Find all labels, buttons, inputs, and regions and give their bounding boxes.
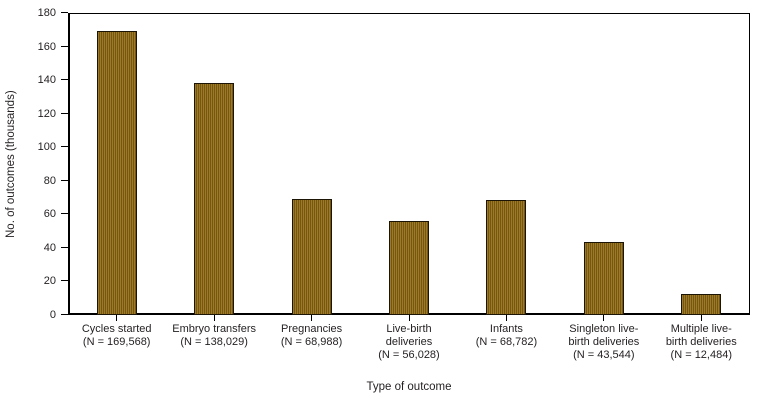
x-category-label-line: (N = 68,782) — [475, 336, 538, 348]
x-tick-mark — [603, 315, 605, 321]
x-category-label-line: (N = 138,029) — [180, 336, 248, 348]
bar-1 — [194, 83, 235, 315]
x-category-label: Infants (N = 68,782) — [451, 323, 561, 349]
y-tick-mark — [61, 79, 68, 81]
x-category-label: Singleton live-birth deliveries (N = 43,5… — [549, 323, 659, 362]
y-tick-label: 60 — [43, 208, 56, 221]
x-category-label-line: (N = 169,568) — [82, 336, 151, 348]
bar-6 — [681, 294, 722, 315]
x-category-label-line: deliveries — [385, 336, 433, 348]
y-tick-label: 120 — [37, 107, 56, 120]
y-tick-mark — [61, 213, 68, 215]
x-category-label: Multiple live-birth deliveries (N = 12,48… — [646, 323, 756, 362]
x-category-label: Embryo transfers (N = 138,029) — [159, 323, 269, 349]
x-category-label: Cycles started (N = 169,568) — [62, 323, 172, 349]
x-category-label-line: Singleton live- — [569, 323, 639, 335]
y-tick-label: 140 — [37, 74, 56, 87]
y-tick-label: 160 — [37, 40, 56, 53]
y-tick-mark — [61, 12, 68, 13]
x-category-label-line: Cycles started — [81, 323, 152, 335]
x-category-label-line: Live-birth — [386, 323, 432, 335]
bar-2 — [291, 199, 332, 315]
x-category-label: Pregnancies (N = 68,988) — [257, 323, 367, 349]
y-tick-label: 180 — [37, 7, 56, 19]
bar-5 — [583, 241, 624, 315]
y-tick-mark — [61, 112, 68, 114]
x-category-label-line: Embryo transfers — [172, 323, 257, 335]
x-category-label-line: (N = 12,484) — [670, 349, 732, 361]
x-tick-mark — [311, 315, 313, 321]
x-category-label-line: Multiple live- — [670, 323, 732, 335]
x-category-label: Live-birth deliveries (N = 56,028) — [354, 323, 464, 362]
y-tick-mark — [61, 246, 68, 248]
x-category-label-line: Infants — [489, 323, 523, 335]
x-category-label-line: (N = 56,028) — [378, 349, 440, 361]
x-tick-mark — [213, 315, 215, 321]
x-tick-mark — [505, 315, 507, 321]
y-tick-mark — [61, 179, 68, 181]
x-axis-title: Type of outcome — [366, 381, 452, 393]
y-tick-mark — [61, 314, 68, 315]
bar-3 — [389, 220, 429, 315]
y-tick-label: 40 — [43, 241, 56, 254]
x-tick-mark — [116, 315, 118, 321]
x-tick-mark — [408, 315, 410, 321]
y-tick-label: 0 — [49, 309, 56, 321]
x-category-label-line: (N = 68,988) — [280, 336, 343, 348]
y-tick-mark — [61, 146, 68, 148]
y-tick-label: 20 — [43, 275, 56, 288]
x-tick-mark — [700, 315, 702, 321]
bar-4 — [486, 199, 527, 315]
y-tick-mark — [61, 280, 68, 282]
y-tick-mark — [61, 45, 68, 47]
x-category-label-line: birth deliveries — [568, 336, 640, 348]
x-category-label-line: (N = 43,544) — [573, 349, 635, 361]
bar-0 — [96, 30, 137, 315]
x-category-label-line: birth deliveries — [665, 336, 737, 348]
y-tick-label: 80 — [43, 174, 56, 187]
y-axis-title: No. of outcomes (thousands) — [5, 90, 17, 238]
y-tick-label: 100 — [37, 141, 56, 154]
x-category-label-line: Pregnancies — [280, 323, 343, 335]
